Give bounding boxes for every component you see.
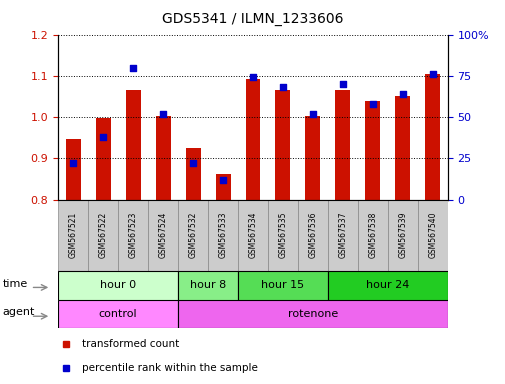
Bar — [297, 200, 327, 271]
Text: GSM567535: GSM567535 — [278, 212, 287, 258]
Point — [368, 101, 376, 107]
Bar — [387, 200, 417, 271]
Text: GSM567534: GSM567534 — [248, 212, 257, 258]
Bar — [178, 271, 237, 300]
Bar — [394, 96, 410, 200]
Text: time: time — [3, 279, 28, 289]
Point — [159, 111, 167, 117]
Text: GSM567538: GSM567538 — [368, 212, 377, 258]
Point — [398, 91, 406, 97]
Bar — [237, 271, 327, 300]
Text: hour 15: hour 15 — [261, 280, 304, 290]
Text: percentile rank within the sample: percentile rank within the sample — [81, 363, 257, 373]
Text: rotenone: rotenone — [287, 309, 337, 319]
Text: hour 24: hour 24 — [366, 280, 409, 290]
Text: GSM567536: GSM567536 — [308, 212, 317, 258]
Text: transformed count: transformed count — [81, 339, 178, 349]
Bar — [237, 200, 268, 271]
Bar — [118, 200, 148, 271]
Text: GSM567539: GSM567539 — [397, 212, 407, 258]
Point — [219, 177, 227, 183]
Bar — [156, 116, 170, 200]
Bar — [327, 200, 357, 271]
Bar — [305, 116, 320, 200]
Text: GSM567521: GSM567521 — [69, 212, 78, 258]
Text: GSM567522: GSM567522 — [98, 212, 108, 258]
Bar — [66, 139, 80, 200]
Bar — [215, 174, 230, 200]
Bar — [357, 200, 387, 271]
Bar — [425, 74, 439, 200]
Text: control: control — [98, 309, 137, 319]
Point — [99, 134, 107, 140]
Bar — [58, 300, 178, 328]
Text: GSM567537: GSM567537 — [338, 212, 347, 258]
Bar — [335, 90, 349, 200]
Bar — [178, 200, 208, 271]
Point — [248, 74, 257, 81]
Point — [428, 71, 436, 77]
Text: GDS5341 / ILMN_1233606: GDS5341 / ILMN_1233606 — [162, 12, 343, 25]
Bar — [95, 118, 111, 200]
Bar — [275, 90, 290, 200]
Bar — [185, 149, 200, 200]
Text: hour 8: hour 8 — [189, 280, 226, 290]
Bar — [208, 200, 237, 271]
Bar — [245, 79, 260, 200]
Bar — [178, 300, 447, 328]
Bar — [268, 200, 297, 271]
Bar — [125, 90, 140, 200]
Point — [338, 81, 346, 87]
Bar — [327, 271, 447, 300]
Point — [308, 111, 316, 117]
Bar — [88, 200, 118, 271]
Bar — [58, 271, 178, 300]
Point — [69, 160, 77, 166]
Bar — [148, 200, 178, 271]
Bar — [365, 101, 380, 200]
Point — [278, 84, 286, 91]
Text: hour 0: hour 0 — [100, 280, 136, 290]
Point — [189, 160, 197, 166]
Point — [129, 65, 137, 71]
Text: GSM567524: GSM567524 — [158, 212, 167, 258]
Text: GSM567532: GSM567532 — [188, 212, 197, 258]
Bar — [58, 200, 88, 271]
Text: GSM567540: GSM567540 — [427, 212, 436, 258]
Text: agent: agent — [3, 308, 35, 318]
Bar — [417, 200, 447, 271]
Text: GSM567523: GSM567523 — [128, 212, 137, 258]
Text: GSM567533: GSM567533 — [218, 212, 227, 258]
